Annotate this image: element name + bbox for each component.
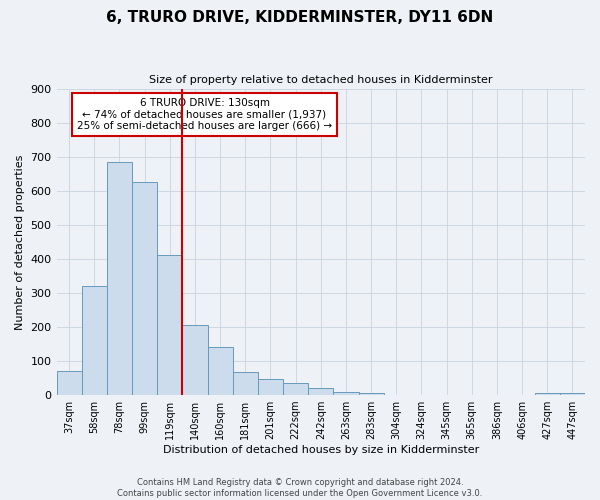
Bar	[334, 392, 359, 395]
Bar	[560, 394, 585, 395]
Bar	[283, 383, 308, 395]
Bar	[182, 326, 208, 395]
X-axis label: Distribution of detached houses by size in Kidderminster: Distribution of detached houses by size …	[163, 445, 479, 455]
Bar	[132, 182, 157, 395]
Y-axis label: Number of detached properties: Number of detached properties	[15, 154, 25, 330]
Bar	[82, 286, 107, 395]
Title: Size of property relative to detached houses in Kidderminster: Size of property relative to detached ho…	[149, 75, 493, 85]
Bar	[107, 162, 132, 395]
Bar	[258, 379, 283, 395]
Bar	[208, 348, 233, 395]
Text: 6, TRURO DRIVE, KIDDERMINSTER, DY11 6DN: 6, TRURO DRIVE, KIDDERMINSTER, DY11 6DN	[106, 10, 494, 25]
Bar	[359, 394, 383, 395]
Bar	[308, 388, 334, 395]
Bar	[56, 371, 82, 395]
Bar	[157, 256, 182, 395]
Bar	[535, 394, 560, 395]
Bar	[233, 372, 258, 395]
Text: Contains HM Land Registry data © Crown copyright and database right 2024.
Contai: Contains HM Land Registry data © Crown c…	[118, 478, 482, 498]
Text: 6 TRURO DRIVE: 130sqm
← 74% of detached houses are smaller (1,937)
25% of semi-d: 6 TRURO DRIVE: 130sqm ← 74% of detached …	[77, 98, 332, 131]
